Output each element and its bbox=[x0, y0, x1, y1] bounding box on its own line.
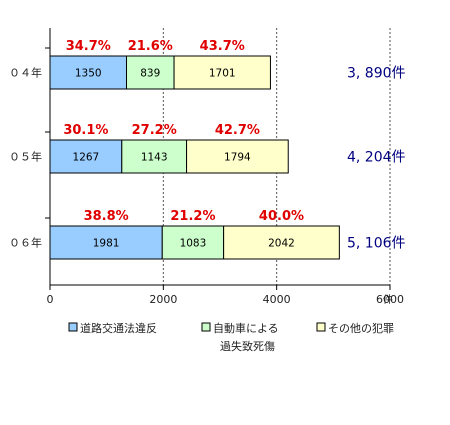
bars bbox=[49, 55, 340, 260]
legend-label-vehicle-line1: 自動車による bbox=[213, 321, 279, 335]
x-tick-label-2: 4000 bbox=[263, 293, 291, 306]
total-label-1: 4, 204件 bbox=[347, 150, 406, 166]
bar-value-traffic-1: 1267 bbox=[73, 152, 100, 164]
total-label-0: 3, 890件 bbox=[347, 66, 406, 82]
x-tick-label-3: 6000 bbox=[376, 293, 404, 306]
legend-label-other: その他の犯罪 bbox=[328, 322, 394, 335]
bar-value-vehicle-2: 1083 bbox=[180, 238, 207, 250]
legend-label-traffic: 道路交通法違反 bbox=[80, 321, 157, 335]
axes bbox=[49, 28, 390, 286]
legend-swatch-other bbox=[316, 322, 326, 332]
bar-value-traffic-2: 1981 bbox=[93, 238, 120, 250]
x-ticks: 0 2000 4000 6000 bbox=[45, 47, 404, 306]
bar-other-1 bbox=[186, 139, 289, 174]
legend: 道路交通法違反 自動車による 過失致死傷 その他の犯罪 bbox=[68, 321, 394, 353]
bar-value-vehicle-1: 1143 bbox=[141, 152, 168, 164]
x-tick-label-0: 0 bbox=[47, 293, 54, 306]
percent-label-other-2: 40.0% bbox=[259, 209, 304, 224]
x-unit-label: 件 bbox=[383, 294, 393, 306]
bar-other-0 bbox=[173, 55, 271, 90]
bar-value-vehicle-0: 839 bbox=[140, 68, 160, 80]
labels: ０４年 1350 34.7% 839 21.6% 1701 43.7% 3, 890件 ０５年 1… bbox=[9, 39, 406, 252]
category-label-0: ０４年 bbox=[9, 66, 42, 80]
legend-label-vehicle-line2: 過失致死傷 bbox=[220, 339, 275, 353]
bar-value-other-0: 1701 bbox=[209, 68, 236, 80]
percent-label-traffic-2: 38.8% bbox=[84, 209, 129, 224]
percent-label-other-1: 42.7% bbox=[215, 123, 260, 138]
x-tick-label-1: 2000 bbox=[149, 293, 177, 306]
percent-label-vehicle-0: 21.6% bbox=[128, 39, 173, 54]
bar-value-other-2: 2042 bbox=[268, 238, 295, 250]
category-label-1: ０５年 bbox=[9, 150, 42, 164]
percent-label-vehicle-1: 27.2% bbox=[132, 123, 177, 138]
total-label-2: 5, 106件 bbox=[347, 236, 406, 252]
category-label-2: ０６年 bbox=[9, 236, 42, 250]
legend-swatch-vehicle bbox=[201, 322, 211, 332]
percent-label-traffic-0: 34.7% bbox=[66, 39, 111, 54]
bar-value-other-1: 1794 bbox=[224, 152, 251, 164]
percent-label-traffic-1: 30.1% bbox=[63, 123, 108, 138]
bar-value-traffic-0: 1350 bbox=[75, 68, 102, 80]
bar-other-2 bbox=[223, 225, 340, 260]
percent-label-other-0: 43.7% bbox=[200, 39, 245, 54]
bar-vehicle-0 bbox=[126, 55, 175, 90]
legend-swatch-traffic bbox=[68, 322, 78, 332]
percent-label-vehicle-2: 21.2% bbox=[170, 209, 215, 224]
